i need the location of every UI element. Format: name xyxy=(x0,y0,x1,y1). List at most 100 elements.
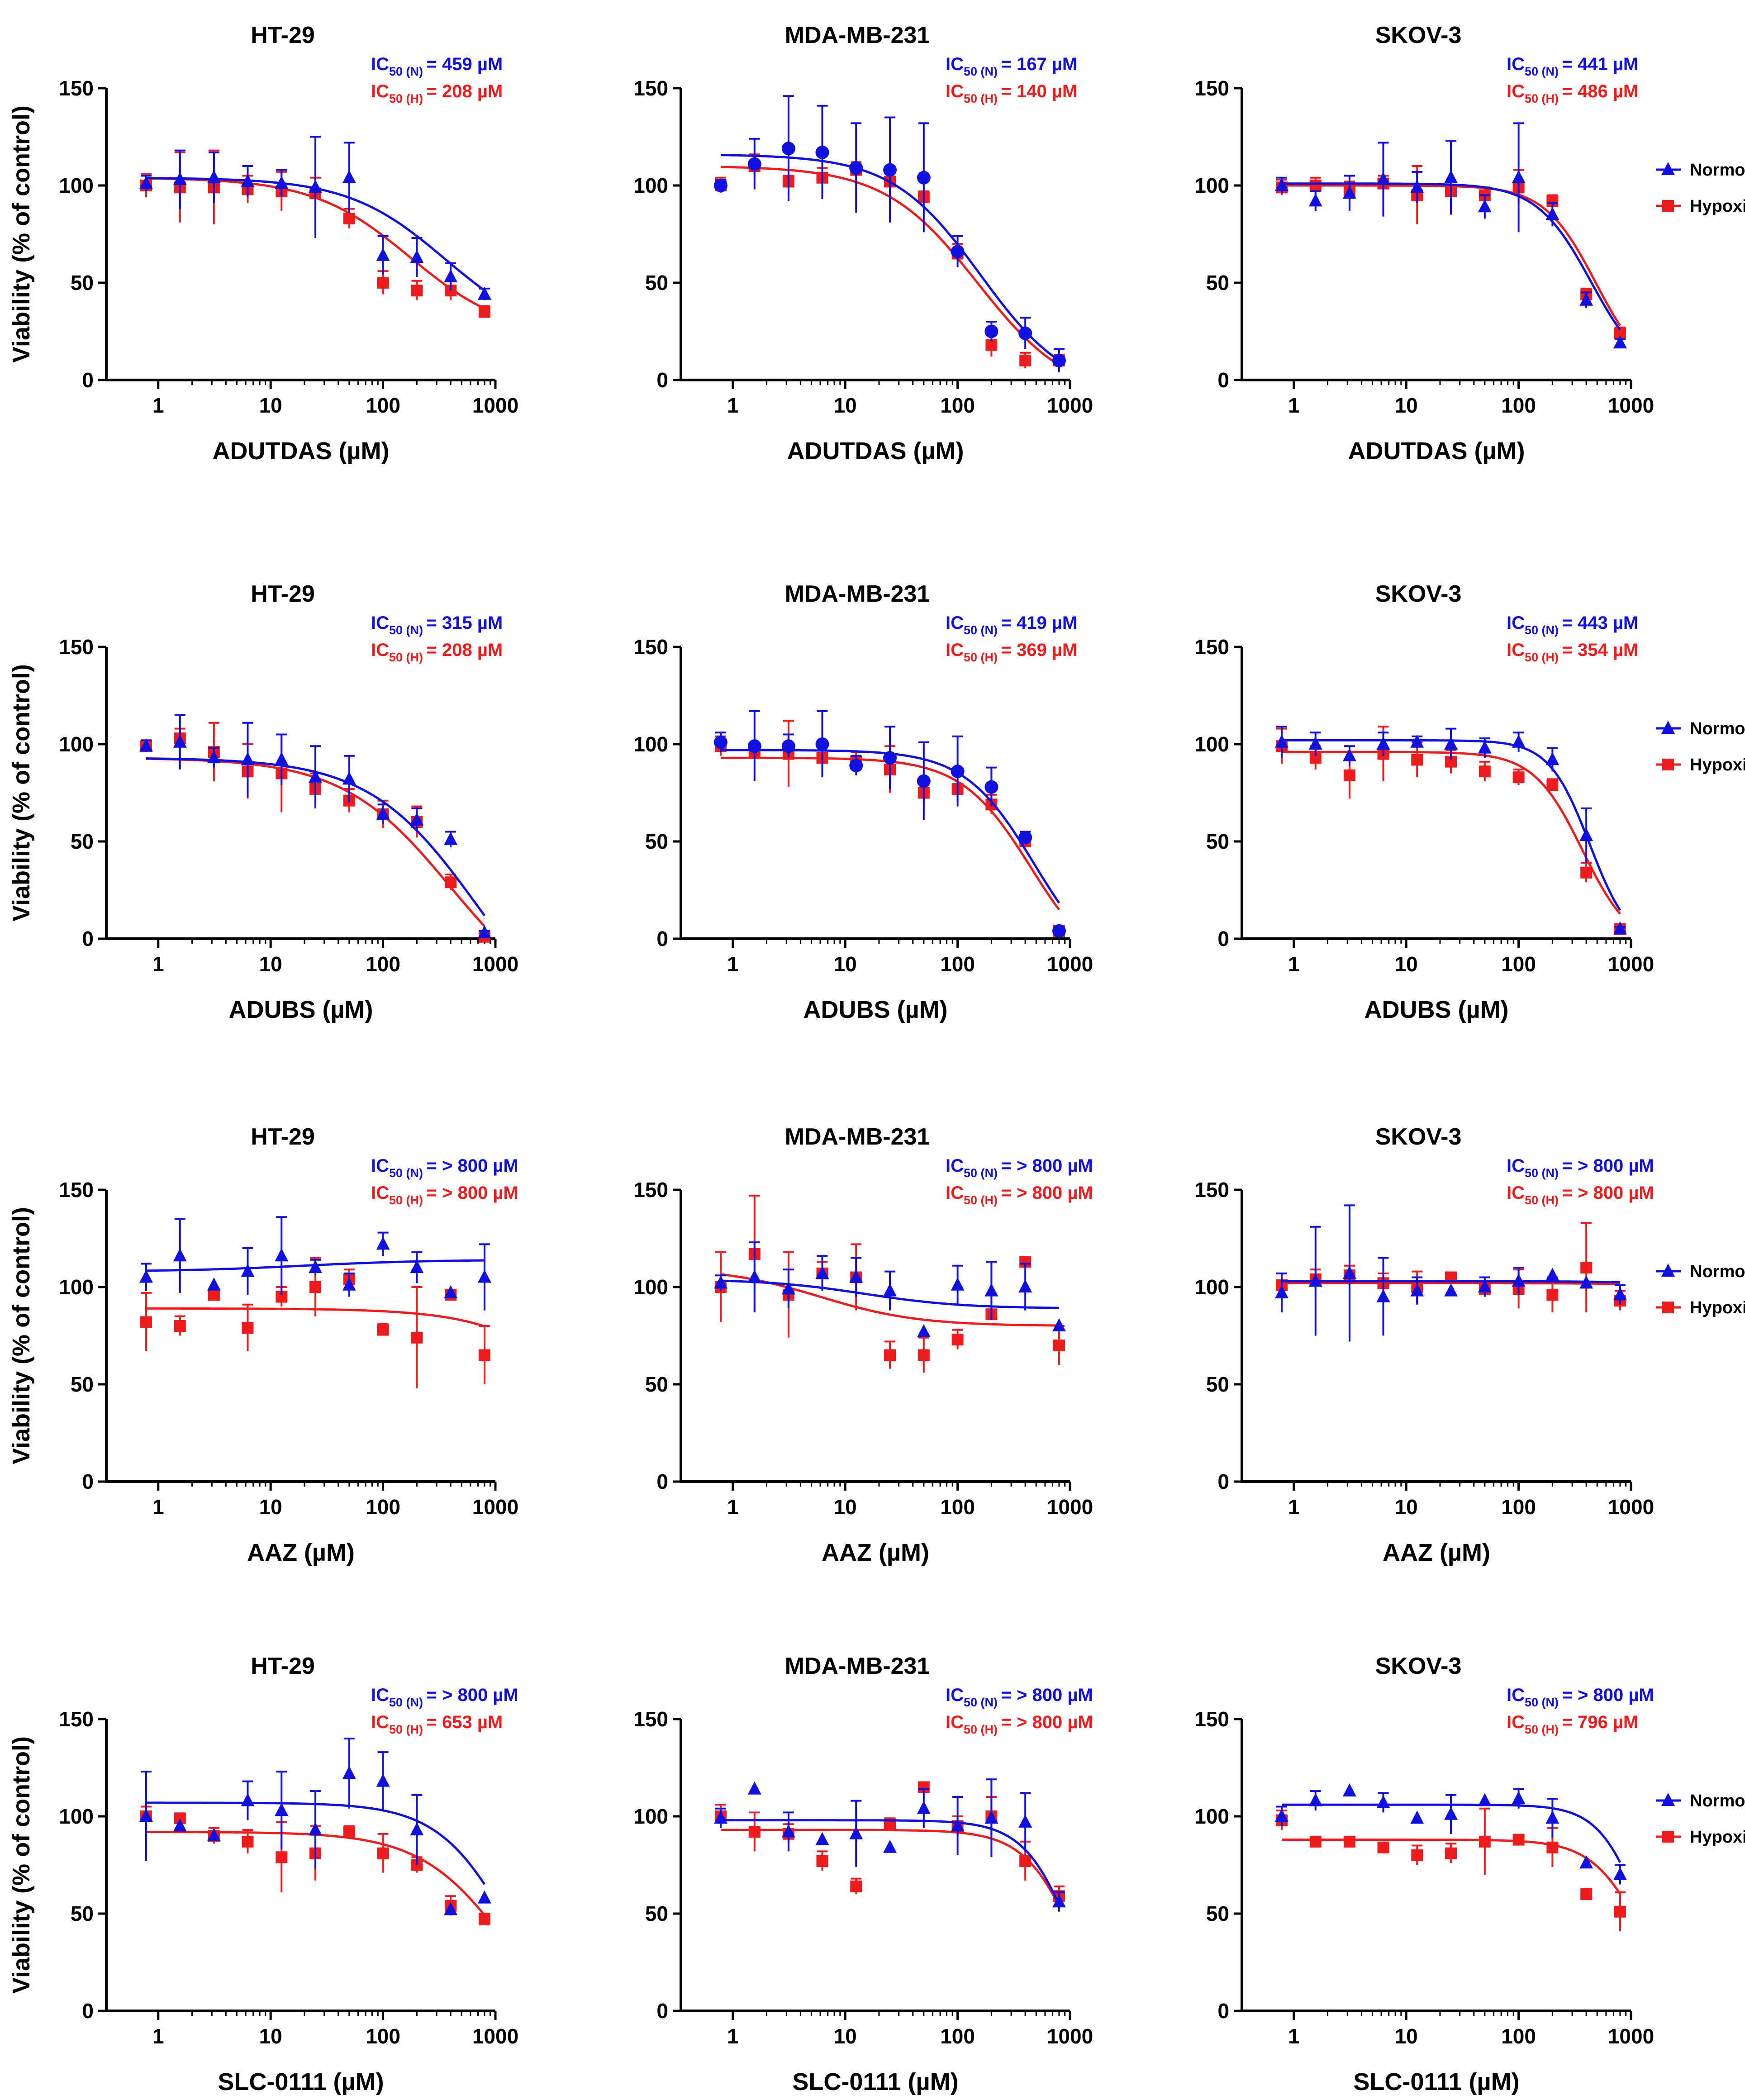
data-point xyxy=(1052,1894,1066,1908)
ic50-prefix: IC xyxy=(371,1685,389,1705)
ic50-label: IC50 (N) = > 800 µM xyxy=(1507,1685,1654,1709)
data-point xyxy=(309,1260,323,1273)
x-tick-label: 10 xyxy=(1395,952,1418,976)
fit-curve xyxy=(1282,751,1621,915)
data-point xyxy=(951,1334,964,1346)
data-point xyxy=(984,1283,999,1297)
y-axis-label: Viability (% of control) xyxy=(8,1736,35,1994)
series-hypoxia xyxy=(1275,1222,1626,1312)
data-point xyxy=(342,1277,356,1291)
data-point xyxy=(242,1322,254,1334)
ic50-value: = 419 µM xyxy=(1001,613,1078,633)
data-point xyxy=(1579,292,1593,306)
data-point xyxy=(1478,1279,1492,1292)
data-point xyxy=(343,213,355,225)
y-tick-label: 150 xyxy=(1194,635,1229,659)
chart-title: MDA-MB-231 xyxy=(785,22,930,48)
chart-panel: HT-29 0 50 100 150 1 10 100 1000 ADUTDAS (µM) Viab… xyxy=(8,22,518,465)
y-tick-label: 50 xyxy=(71,830,94,853)
x-tick-label: 10 xyxy=(834,952,857,976)
x-tick-label: 1 xyxy=(727,2024,739,2048)
data-point xyxy=(1613,1867,1627,1880)
series-normoxia xyxy=(713,710,1066,938)
ic50-value: = 208 µM xyxy=(427,640,503,660)
legend-label-hypoxia: Hypoxia xyxy=(1690,1298,1745,1317)
data-point xyxy=(173,1248,187,1262)
ic50-prefix: IC xyxy=(1507,613,1525,633)
chart-panel: MDA-MB-231 0 50 100 150 1 10 100 1000 ADUBS (µM) I… xyxy=(633,581,1093,1023)
data-point xyxy=(410,812,424,826)
x-tick-label: 1000 xyxy=(472,952,518,976)
data-point xyxy=(309,1281,322,1293)
ic50-label: IC50 (N) = 441 µM xyxy=(1507,54,1638,78)
data-point xyxy=(1376,1795,1390,1808)
data-point xyxy=(1545,207,1560,220)
data-point xyxy=(275,1248,289,1262)
data-point xyxy=(241,1264,255,1277)
data-point xyxy=(444,1902,458,1915)
data-point xyxy=(748,1826,761,1838)
ic50-subscript: 50 (N) xyxy=(389,623,427,637)
y-tick-label: 0 xyxy=(82,927,94,950)
data-point xyxy=(883,1283,897,1297)
ic50-subscript: 50 (N) xyxy=(389,1696,427,1709)
y-tick-label: 100 xyxy=(1194,732,1229,756)
data-point xyxy=(815,1265,829,1279)
data-point xyxy=(140,1316,152,1328)
y-tick-label: 50 xyxy=(645,1373,668,1396)
x-tick-label: 10 xyxy=(834,2024,857,2048)
data-point xyxy=(1445,1847,1457,1859)
y-tick-label: 150 xyxy=(633,635,668,659)
y-tick-label: 100 xyxy=(633,1805,668,1828)
legend-label-normoxia: Normoxia xyxy=(1690,719,1745,738)
data-point xyxy=(1614,1905,1626,1918)
ic50-prefix: IC xyxy=(371,613,389,633)
legend-label-hypoxia: Hypoxia xyxy=(1690,1828,1745,1847)
data-point xyxy=(1579,1855,1593,1869)
x-tick-label: 10 xyxy=(834,1495,857,1519)
data-point xyxy=(815,737,829,751)
legend-label-hypoxia: Hypoxia xyxy=(1690,197,1745,216)
data-point xyxy=(917,171,931,185)
data-point xyxy=(241,752,255,765)
y-tick-label: 0 xyxy=(656,1470,668,1493)
ic50-subscript: 50 (H) xyxy=(964,92,1001,105)
series-normoxia xyxy=(139,714,491,939)
fit-curve xyxy=(720,1273,1059,1327)
series-normoxia xyxy=(713,1778,1066,1912)
y-tick-label: 150 xyxy=(59,76,94,100)
series-hypoxia xyxy=(140,1257,490,1388)
y-tick-label: 0 xyxy=(1217,927,1229,950)
data-point xyxy=(1613,921,1627,935)
data-point xyxy=(139,176,153,189)
x-tick-label: 100 xyxy=(940,394,975,417)
data-point xyxy=(1478,1793,1492,1806)
x-tick-label: 1000 xyxy=(1608,952,1654,976)
chart-title: HT-29 xyxy=(251,1653,315,1679)
fit-curve xyxy=(721,1829,1060,1907)
legend-marker-hypoxia xyxy=(1662,759,1674,770)
data-point xyxy=(917,1324,931,1337)
ic50-value: = 486 µM xyxy=(1562,81,1639,101)
ic50-subscript: 50 (H) xyxy=(389,92,427,105)
ic50-prefix: IC xyxy=(1507,54,1525,74)
x-tick-label: 100 xyxy=(366,1495,400,1519)
legend: Normoxia Hypoxia xyxy=(1656,161,1745,216)
legend: Normoxia Hypoxia xyxy=(1656,1262,1745,1317)
chart-title: MDA-MB-231 xyxy=(785,1653,930,1679)
chart-title: HT-29 xyxy=(251,581,315,607)
data-point xyxy=(242,1835,254,1848)
x-tick-label: 10 xyxy=(1395,1495,1418,1519)
ic50-label: IC50 (H) = > 800 µM xyxy=(1507,1183,1654,1207)
data-point xyxy=(850,1880,862,1892)
data-point xyxy=(815,145,829,159)
x-tick-label: 1 xyxy=(1288,952,1300,976)
data-point xyxy=(984,324,999,338)
y-tick-label: 100 xyxy=(633,732,668,756)
x-tick-label: 1 xyxy=(1288,2024,1300,2048)
y-tick-label: 0 xyxy=(82,1999,94,2023)
ic50-subscript: 50 (N) xyxy=(389,1166,427,1180)
ic50-label: IC50 (H) = 796 µM xyxy=(1507,1712,1638,1736)
data-point xyxy=(342,771,356,785)
